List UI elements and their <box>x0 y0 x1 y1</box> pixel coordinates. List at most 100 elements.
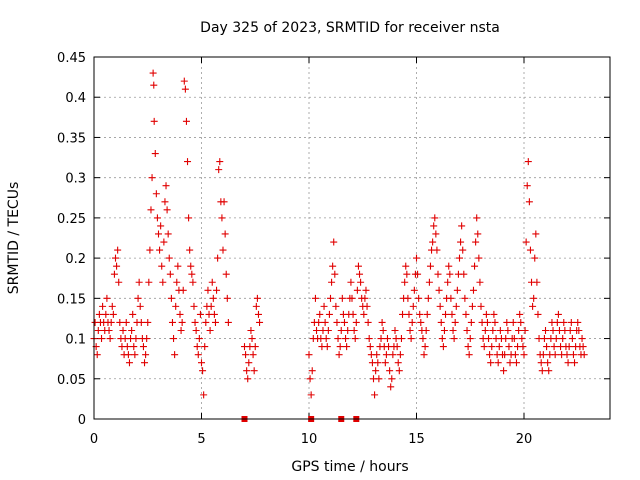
data-point <box>413 254 420 262</box>
data-point <box>550 343 558 351</box>
data-point <box>511 351 519 359</box>
data-point <box>518 335 526 343</box>
data-point <box>130 343 138 351</box>
data-point <box>575 327 583 335</box>
data-point <box>449 327 457 335</box>
data-point <box>244 375 252 383</box>
data-point <box>448 310 456 318</box>
data-point <box>145 278 153 286</box>
data-point <box>306 375 314 383</box>
data-point <box>473 214 481 222</box>
data-point <box>160 238 168 246</box>
data-point <box>305 351 313 359</box>
data-point <box>529 302 537 310</box>
data-point <box>568 335 576 343</box>
data-point <box>438 335 446 343</box>
data-point <box>142 351 150 359</box>
data-point <box>315 318 323 326</box>
data-point <box>329 262 337 270</box>
data-point <box>119 327 127 335</box>
data-point <box>144 318 152 326</box>
data-point <box>421 343 429 351</box>
data-point <box>149 69 157 77</box>
data-point <box>342 335 350 343</box>
data-point <box>579 343 587 351</box>
data-point <box>103 294 111 302</box>
data-point <box>353 286 361 294</box>
data-point <box>125 359 133 367</box>
data-point <box>474 230 482 238</box>
data-point <box>424 294 432 302</box>
data-point <box>564 359 572 367</box>
data-point <box>378 318 386 326</box>
data-point <box>482 310 490 318</box>
data-point <box>477 302 485 310</box>
data-point <box>504 327 512 335</box>
data-point <box>517 318 525 326</box>
data-point <box>405 310 413 318</box>
data-point <box>176 310 184 318</box>
data-point <box>549 327 557 335</box>
data-point <box>147 206 155 214</box>
data-point <box>115 278 123 286</box>
data-point <box>256 318 264 326</box>
data-point <box>202 318 210 326</box>
x-tick-label: 15 <box>408 432 425 447</box>
data-point <box>578 335 586 343</box>
data-point <box>374 359 382 367</box>
data-point <box>534 310 542 318</box>
data-point <box>107 318 115 326</box>
data-point <box>488 343 496 351</box>
data-point <box>124 351 132 359</box>
data-point <box>447 294 455 302</box>
data-point <box>403 270 411 278</box>
data-point <box>150 81 158 89</box>
data-point <box>420 351 428 359</box>
data-point <box>462 310 470 318</box>
data-point <box>215 166 223 174</box>
data-point <box>382 351 390 359</box>
y-tick-label: 0.2 <box>65 252 86 267</box>
plot-frame <box>93 56 611 420</box>
data-point <box>166 270 174 278</box>
data-point <box>457 238 465 246</box>
data-point <box>430 222 438 230</box>
data-point <box>410 286 418 294</box>
data-point <box>440 327 448 335</box>
data-point <box>161 198 169 206</box>
data-point <box>252 302 260 310</box>
x-tick-label: 20 <box>516 432 533 447</box>
data-point <box>157 222 165 230</box>
data-point <box>218 214 226 222</box>
data-point <box>251 343 259 351</box>
data-point <box>516 310 524 318</box>
data-point <box>156 246 164 254</box>
data-point <box>494 359 502 367</box>
data-point <box>505 343 513 351</box>
data-point <box>316 310 324 318</box>
data-point <box>349 310 357 318</box>
data-point <box>435 286 443 294</box>
data-point <box>464 343 472 351</box>
data-point <box>187 262 195 270</box>
data-point <box>444 278 452 286</box>
data-point <box>243 367 251 375</box>
data-point <box>344 327 352 335</box>
data-point <box>331 270 339 278</box>
data-point <box>325 310 333 318</box>
data-point <box>190 302 198 310</box>
data-point <box>200 391 208 399</box>
data-point <box>365 335 373 343</box>
data-point <box>113 262 121 270</box>
data-point <box>512 359 520 367</box>
data-point <box>311 294 319 302</box>
data-point <box>409 302 417 310</box>
data-point <box>524 158 532 166</box>
data-point <box>114 246 122 254</box>
data-point <box>506 359 514 367</box>
data-point <box>362 286 370 294</box>
data-point <box>198 359 205 367</box>
data-point <box>453 286 461 294</box>
data-point <box>143 335 151 343</box>
